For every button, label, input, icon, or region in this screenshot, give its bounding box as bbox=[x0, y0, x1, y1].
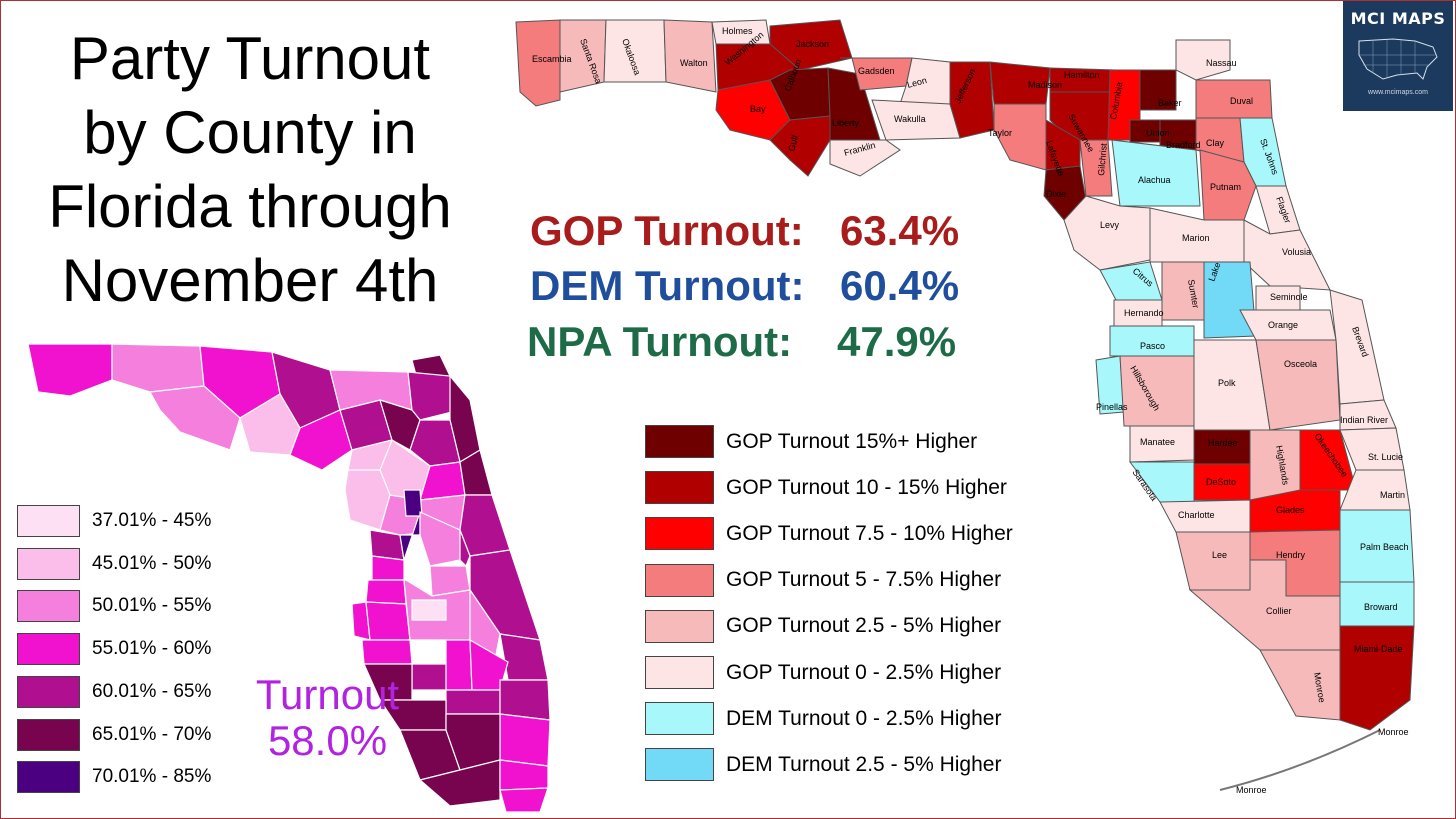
legend-swatch bbox=[645, 656, 714, 689]
party-legend-item: GOP Turnout 5 - 7.5% Higher bbox=[645, 563, 1002, 597]
legend-label: DEM Turnout 0 - 2.5% Higher bbox=[726, 706, 1002, 730]
party-legend-item: GOP Turnout 10 - 15% Higher bbox=[645, 471, 1007, 505]
turnout-legend-item: 55.01% - 60% bbox=[17, 633, 212, 666]
legend-swatch bbox=[645, 471, 714, 505]
party-legend-item: GOP Turnout 7.5 - 10% Higher bbox=[645, 517, 1013, 551]
dem-turnout-label: DEM Turnout: bbox=[530, 262, 805, 309]
logo-url: www.mcimaps.com bbox=[1368, 89, 1428, 96]
legend-label: 60.01% - 65% bbox=[92, 680, 212, 702]
overall-turnout: Turnout 58.0% bbox=[240, 672, 415, 764]
turnout-legend-item: 60.01% - 65% bbox=[17, 675, 212, 708]
dem-turnout-value: 60.4% bbox=[840, 262, 960, 309]
legend-label: DEM Turnout 2.5 - 5% Higher bbox=[726, 752, 1002, 776]
legend-swatch bbox=[645, 425, 714, 458]
gop-turnout-value: 63.4% bbox=[840, 207, 960, 254]
legend-swatch bbox=[17, 590, 80, 623]
legend-label: GOP Turnout 7.5 - 10% Higher bbox=[726, 521, 1013, 545]
title-line: November 4th bbox=[61, 247, 439, 314]
party-legend-item: GOP Turnout 2.5 - 5% Higher bbox=[645, 609, 1002, 643]
legend-swatch bbox=[645, 609, 714, 643]
turnout-legend-item: 70.01% - 85% bbox=[17, 761, 212, 794]
overall-turnout-value: 58.0% bbox=[267, 717, 388, 764]
turnout-legend-item: 50.01% - 55% bbox=[17, 590, 212, 623]
legend-swatch bbox=[645, 702, 714, 736]
legend-swatch bbox=[17, 675, 80, 708]
map-title: Party Turnout by County in Florida throu… bbox=[20, 22, 480, 318]
legend-swatch bbox=[645, 517, 714, 551]
legend-label: GOP Turnout 2.5 - 5% Higher bbox=[726, 614, 1002, 638]
party-legend-item: GOP Turnout 15%+ Higher bbox=[645, 425, 977, 458]
legend-swatch bbox=[17, 633, 80, 666]
mci-maps-logo: MCI MAPS www.mcimaps.com bbox=[1343, 1, 1453, 111]
turnout-legend-item: 65.01% - 70% bbox=[17, 718, 212, 751]
legend-label: GOP Turnout 0 - 2.5% Higher bbox=[726, 660, 1002, 684]
legend-swatch bbox=[17, 718, 80, 751]
gop-turnout-stat: GOP Turnout: 63.4% bbox=[530, 207, 959, 255]
legend-label: 55.01% - 60% bbox=[92, 638, 212, 660]
title-line: Party Turnout bbox=[69, 25, 431, 92]
turnout-legend-item: 37.01% - 45% bbox=[17, 505, 211, 537]
usa-outline-icon bbox=[1358, 38, 1438, 80]
title-line: by County in bbox=[83, 99, 417, 166]
npa-turnout-label: NPA Turnout: bbox=[527, 318, 793, 365]
legend-swatch bbox=[645, 563, 714, 597]
legend-label: 50.01% - 55% bbox=[92, 595, 212, 617]
npa-turnout-value: 47.9% bbox=[837, 318, 957, 365]
legend-label: 45.01% - 50% bbox=[92, 552, 212, 574]
legend-swatch bbox=[645, 748, 714, 782]
legend-label: 37.01% - 45% bbox=[92, 510, 212, 531]
party-legend-item: GOP Turnout 0 - 2.5% Higher bbox=[645, 656, 1001, 689]
legend-swatch bbox=[17, 547, 80, 580]
legend-swatch bbox=[17, 505, 80, 537]
gop-turnout-label: GOP Turnout: bbox=[530, 207, 804, 254]
overall-turnout-label: Turnout bbox=[255, 671, 400, 718]
legend-label: 70.01% - 85% bbox=[92, 766, 212, 788]
legend-label: GOP Turnout 5 - 7.5% Higher bbox=[726, 568, 1002, 592]
turnout-legend-item: 45.01% - 50% bbox=[17, 547, 212, 580]
legend-label: GOP Turnout 10 - 15% Higher bbox=[726, 475, 1007, 499]
legend-label: 65.01% - 70% bbox=[92, 723, 212, 745]
title-line: Florida through bbox=[48, 173, 452, 240]
logo-name: MCI MAPS bbox=[1350, 9, 1446, 28]
dem-turnout-stat: DEM Turnout: 60.4% bbox=[530, 262, 959, 310]
party-legend-item: DEM Turnout 0 - 2.5% Higher bbox=[645, 702, 1002, 736]
legend-swatch bbox=[17, 761, 80, 794]
legend-label: GOP Turnout 15%+ Higher bbox=[726, 429, 978, 453]
npa-turnout-stat: NPA Turnout: 47.9% bbox=[527, 318, 956, 366]
party-legend-item: DEM Turnout 2.5 - 5% Higher bbox=[645, 748, 1002, 782]
